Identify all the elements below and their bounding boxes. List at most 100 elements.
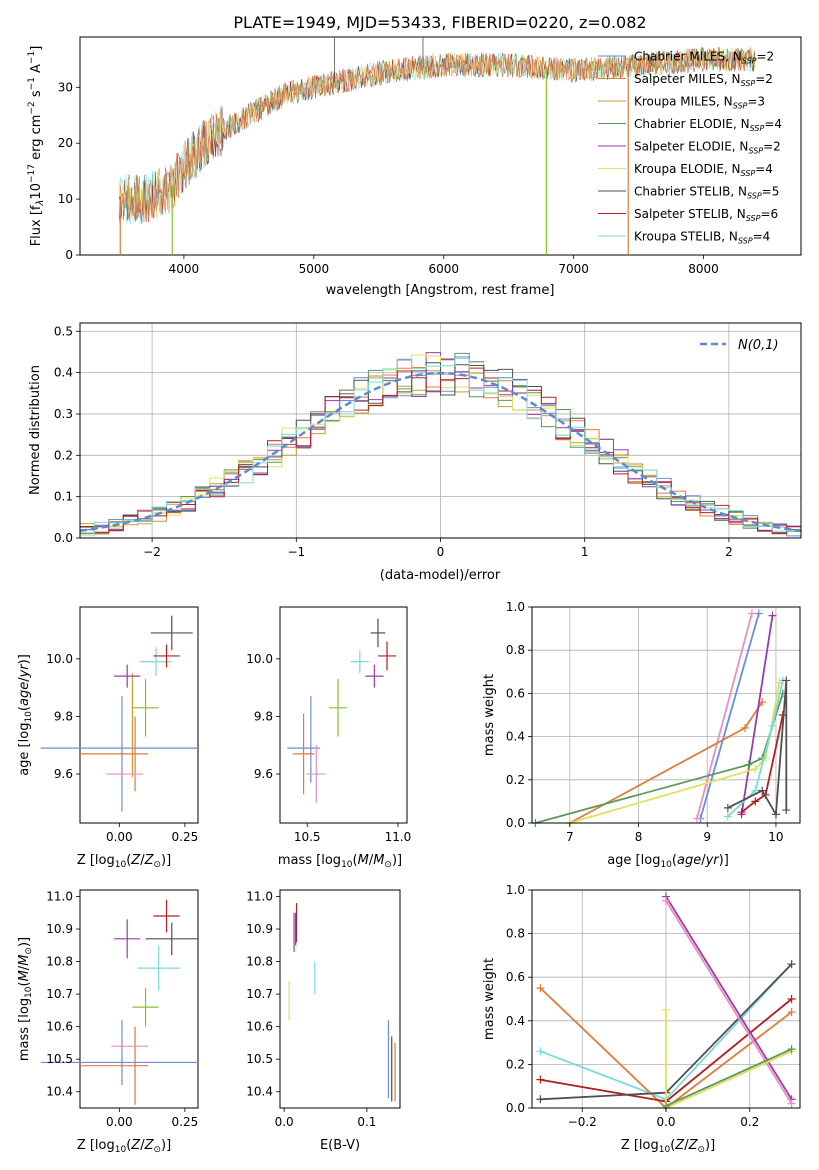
y-tick-label: 10.6 — [246, 1020, 273, 1034]
legend-label: Salpeter MILES, NSSP=2 — [634, 72, 773, 88]
mass-z-xlabel: Z [log10(Z/Z⊙)] — [77, 1138, 171, 1155]
x-tick-label: 0.25 — [172, 1115, 199, 1129]
gaussian-legend-label: N(0,1) — [738, 338, 779, 353]
hist-chabrier-stelib — [80, 362, 801, 534]
age-mass-panel: 10.5 11.0 9.6 9.8 10.0 mass [log10(M/M⊙)] — [246, 606, 411, 870]
mass-ebv-panel: 0.0 0.1 10.4 10.5 10.6 10.7 10.8 10.9 11.0 E(B-V… — [246, 889, 401, 1153]
mass-z-xlabel-text: Z [log — [77, 1138, 115, 1153]
mass-weight-marker — [787, 1008, 796, 1017]
mass-weight-marker — [751, 765, 760, 773]
x-tick-label: 0.1 — [357, 1115, 376, 1129]
age-z-panel: 0.00 0.25 9.6 9.8 10.0 Z [log10(Z/Z⊙)] age [… — [17, 606, 199, 870]
x-tick-label: 0.00 — [106, 830, 133, 844]
mass-weight-marker — [723, 812, 732, 821]
x-tick-label: 0.0 — [656, 1115, 675, 1129]
y-tick-label: 0.0 — [54, 531, 73, 545]
y-tick-label: 0 — [65, 248, 73, 262]
y-tick-label: 10.0 — [246, 652, 273, 666]
legend-label: Salpeter STELIB, NSSP=6 — [634, 207, 778, 223]
mw-age-xlabel-text: age [log — [607, 853, 660, 868]
age-z-xlabel-text: Z [log — [77, 853, 115, 868]
y-tick-label: 0.0 — [506, 816, 525, 830]
y-tick-label: 9.8 — [254, 709, 273, 723]
mass-weight-line — [665, 896, 793, 1100]
y-tick-label: 0.4 — [54, 366, 73, 380]
y-tick-label: 11.0 — [46, 890, 73, 904]
mass-weight-marker — [744, 760, 753, 769]
mass-weight-marker — [782, 676, 791, 685]
x-tick-label: −1 — [287, 545, 305, 559]
y-tick-label: 9.6 — [54, 767, 73, 781]
spectrum-line-salpeter-miles — [118, 47, 756, 224]
mw-z-panel: −0.2 0.0 0.2 0.0 0.2 0.4 0.6 0.8 1.0 Z [log10(Z/… — [482, 883, 801, 1155]
x-tick-label: 2 — [725, 545, 733, 559]
x-tick-label: 0.00 — [106, 1115, 133, 1129]
mw-z-xlabel: Z [log10(Z/Z⊙)] — [621, 1138, 715, 1155]
mw-z-ylabel: mass weight — [482, 958, 497, 1040]
y-tick-label: 0.2 — [54, 448, 73, 462]
y-tick-label: 1.0 — [506, 883, 525, 897]
spectrum-line-kroupa-stelib — [118, 47, 756, 225]
age-mass-xlabel: mass [log10(M/M⊙)] — [278, 853, 402, 870]
y-tick-label: 0.4 — [506, 730, 525, 744]
mass-weight-marker — [536, 1047, 545, 1056]
y-tick-label: 0.8 — [506, 643, 525, 657]
y-tick-label: 10.6 — [46, 1020, 73, 1034]
mass-weight-marker — [536, 1075, 545, 1084]
age-z-xlabel: Z [log10(Z/Z⊙)] — [77, 853, 171, 870]
mass-weight-marker — [754, 609, 763, 618]
mass-weight-marker — [768, 611, 777, 620]
y-tick-label: 0.4 — [506, 1014, 525, 1028]
mw-age-xlabel: age [log10(age/yr)] — [607, 853, 729, 870]
x-tick-label: 7 — [566, 830, 574, 844]
mass-weight-marker — [662, 896, 670, 905]
mass-weight-line — [535, 693, 784, 824]
y-tick-label: 9.6 — [254, 767, 273, 781]
age-z-ylabel-text: age [log — [17, 723, 32, 776]
y-tick-label: 10.8 — [246, 955, 273, 969]
mass-weight-line — [741, 714, 784, 813]
age-mass-xlabel-text: mass [log — [278, 853, 341, 868]
x-tick-label: 0.2 — [740, 1115, 759, 1129]
x-tick-label: −0.2 — [568, 1115, 597, 1129]
x-tick-label: 8000 — [688, 262, 719, 276]
y-tick-label: 10 — [58, 192, 73, 206]
x-tick-label: −2 — [143, 545, 161, 559]
x-tick-label: 0.25 — [172, 830, 199, 844]
mw-age-ylabel: mass weight — [482, 674, 497, 756]
x-tick-label: 8 — [635, 830, 643, 844]
y-tick-label: 10.9 — [246, 922, 273, 936]
y-tick-label: 10.4 — [246, 1085, 273, 1099]
y-tick-label: 11.0 — [246, 890, 273, 904]
mass-weight-marker — [741, 723, 750, 732]
x-tick-label: 1 — [581, 545, 589, 559]
mass-weight-marker — [723, 803, 732, 812]
mass-weight-line — [727, 680, 784, 818]
legend-label: Salpeter ELODIE, NSSP=2 — [634, 140, 781, 156]
legend-label: Chabrier MILES, NSSP=2 — [634, 50, 774, 66]
x-tick-label: 0.0 — [275, 1115, 294, 1129]
mass-z-ylabel-text: mass [log — [17, 998, 32, 1061]
y-tick-label: 0.6 — [506, 970, 525, 984]
y-tick-label: 0.1 — [54, 490, 73, 504]
mass-ebv-xlabel: E(B-V) — [320, 1138, 360, 1153]
legend-label: Chabrier STELIB, NSSP=5 — [634, 185, 779, 201]
y-tick-label: 10.8 — [46, 955, 73, 969]
x-tick-label: 0 — [437, 545, 445, 559]
y-tick-label: 0.2 — [506, 1057, 525, 1071]
spectrum-panel: 4000 5000 6000 7000 8000 0 10 20 30 wavelength [… — [27, 36, 802, 298]
mass-weight-marker — [536, 984, 545, 993]
y-tick-label: 1.0 — [506, 600, 525, 614]
mass-weight-marker — [771, 810, 780, 819]
x-tick-label: 10.5 — [294, 830, 321, 844]
y-tick-label: 0.2 — [506, 773, 525, 787]
mass-weight-marker — [787, 1045, 796, 1054]
y-tick-label: 0.0 — [506, 1101, 525, 1115]
x-tick-label: 9 — [703, 830, 711, 844]
y-tick-label: 0.8 — [506, 927, 525, 941]
hist-kroupa-stelib — [80, 358, 801, 535]
y-tick-label: 10.5 — [246, 1052, 273, 1066]
mass-weight-line — [665, 1048, 792, 1107]
legend-label: Kroupa ELODIE, NSSP=4 — [634, 162, 773, 178]
